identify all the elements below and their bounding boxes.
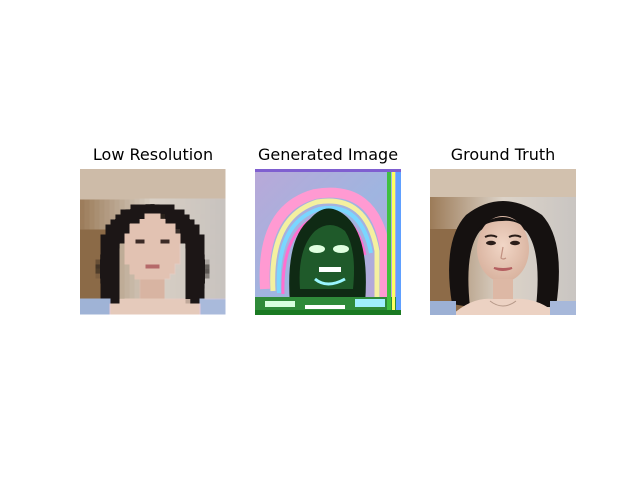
generated-image-title: Generated Image — [257, 145, 399, 164]
generated-image-panel: Generated Image — [255, 143, 401, 315]
low-resolution-image — [80, 169, 226, 315]
low-resolution-panel: Low Resolution — [80, 143, 226, 315]
ground-truth-panel: Ground Truth — [430, 143, 576, 315]
ground-truth-title: Ground Truth — [450, 145, 556, 164]
generated-image — [255, 169, 401, 315]
ground-truth-image — [430, 169, 576, 315]
low-resolution-title: Low Resolution — [92, 145, 214, 164]
